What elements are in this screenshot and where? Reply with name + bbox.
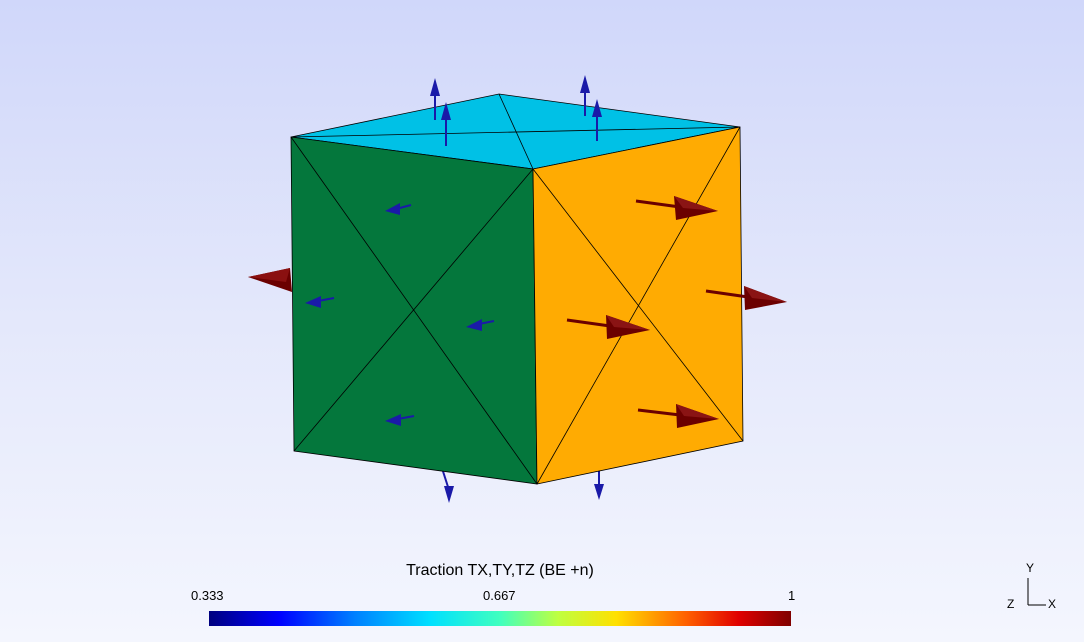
legend-max-label: 1: [788, 588, 796, 603]
arrow-top-1: [430, 78, 440, 120]
legend-mid-label: 0.667: [483, 588, 516, 603]
legend-title: Traction TX,TY,TZ (BE +n): [406, 562, 594, 579]
legend-min-label: 0.333: [191, 588, 224, 603]
arrow-left-face-4: [385, 414, 415, 426]
arrow-bottom-2: [594, 470, 604, 500]
axis-x-label: X: [1048, 597, 1057, 611]
axis-z-label: Z: [1007, 597, 1015, 611]
arrow-right-face-1: [635, 196, 718, 220]
axis-y-label: Y: [1026, 561, 1035, 575]
arrow-right-face-4: [637, 404, 719, 428]
arrow-left-face-1: [385, 203, 412, 215]
arrow-top-4: [592, 99, 602, 141]
arrow-top-2: [441, 102, 451, 146]
arrow-left-face-3: [466, 319, 495, 331]
arrow-left-outward: [248, 268, 292, 292]
arrow-left-face-2: [305, 296, 335, 308]
arrow-top-3: [580, 75, 590, 116]
arrow-right-face-3: [566, 315, 650, 339]
axes-triad: [1027, 578, 1046, 606]
arrow-right-face-2: [705, 286, 787, 310]
color-scale-bar: [209, 611, 791, 626]
